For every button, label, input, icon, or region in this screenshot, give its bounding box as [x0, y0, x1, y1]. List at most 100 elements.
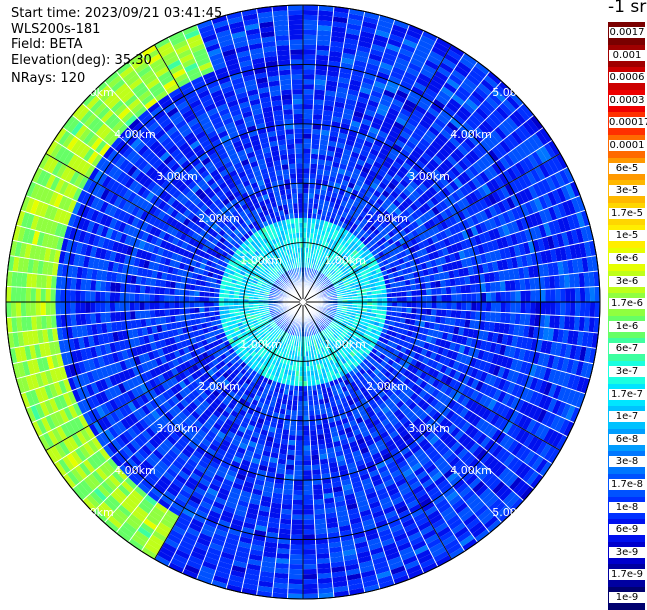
- beta-gate: [303, 500, 314, 505]
- beta-gate: [283, 484, 293, 490]
- beta-gate: [441, 294, 446, 302]
- beta-gate: [279, 528, 291, 534]
- beta-gate: [303, 485, 313, 490]
- beta-gate: [303, 163, 310, 168]
- beta-gate: [287, 445, 295, 451]
- beta-gate: [303, 401, 308, 406]
- beta-gate: [303, 510, 314, 515]
- beta-gate: [303, 411, 309, 416]
- beta-gate: [303, 505, 314, 510]
- beta-gate: [310, 435, 317, 440]
- beta-gate: [490, 282, 496, 292]
- beta-gate: [294, 465, 303, 470]
- beta-gate: [516, 291, 521, 302]
- beta-gate: [285, 464, 294, 470]
- beta-gate: [282, 494, 293, 500]
- beta-gate: [407, 302, 412, 308]
- beta-gate: [303, 99, 314, 104]
- beta-gate: [296, 431, 303, 436]
- beta-gate: [303, 594, 319, 599]
- beta-gate: [506, 291, 511, 302]
- beta-gate: [431, 309, 436, 316]
- beta-gate: [303, 495, 313, 500]
- beta-gate: [303, 59, 316, 64]
- beta-gate: [451, 294, 456, 302]
- beta-gate: [529, 314, 535, 326]
- beta-gate: [295, 440, 303, 445]
- beta-gate: [303, 64, 315, 69]
- beta-gate: [540, 302, 545, 315]
- beta-gate: [496, 292, 501, 302]
- beta-gate: [397, 302, 402, 307]
- beta-gate: [500, 312, 506, 323]
- beta-gate: [430, 315, 436, 322]
- beta-gate: [288, 440, 296, 446]
- beta-gate: [510, 280, 516, 291]
- beta-gate: [545, 289, 550, 302]
- beta-gate: [303, 539, 316, 544]
- beta-gate: [436, 288, 441, 295]
- beta-gate: [456, 294, 461, 302]
- beta-gate: [303, 455, 311, 460]
- beta-gate: [303, 470, 312, 475]
- beta-gate: [303, 589, 318, 594]
- beta-gate: [290, 544, 303, 549]
- beta-gate: [471, 302, 476, 311]
- beta-gate: [285, 469, 294, 475]
- beta-gate: [560, 302, 565, 316]
- beta-gate: [311, 455, 320, 461]
- beta-gate: [303, 119, 313, 124]
- beta-gate: [392, 297, 397, 302]
- beta-gate: [530, 302, 535, 314]
- beta-gate: [303, 450, 311, 455]
- beta-gate: [560, 288, 565, 302]
- beta-gate: [303, 25, 318, 30]
- beta-gate: [318, 154, 326, 160]
- beta-gate: [289, 435, 296, 440]
- beta-gate: [312, 134, 321, 140]
- beta-gate: [432, 295, 437, 302]
- beta-gate: [303, 79, 315, 84]
- beta-gate: [281, 509, 292, 515]
- beta-gate: [303, 30, 317, 35]
- beta-gate: [310, 159, 318, 165]
- beta-gate: [303, 5, 319, 10]
- beta-gate: [316, 429, 323, 435]
- beta-gate: [303, 391, 308, 396]
- beta-gate: [397, 297, 402, 302]
- beta-gate: [309, 188, 315, 193]
- beta-gate: [476, 302, 481, 311]
- beta-gate: [316, 169, 323, 175]
- beta-gate: [291, 520, 303, 525]
- beta-gate: [521, 290, 526, 302]
- beta-gate: [303, 109, 313, 114]
- beta-gate: [303, 158, 311, 163]
- beta-gate: [303, 544, 316, 549]
- beta-gate: [286, 455, 295, 461]
- beta-gate: [595, 302, 600, 318]
- beta-gate: [319, 449, 327, 455]
- beta-gate: [303, 579, 318, 584]
- beta-gate: [291, 529, 303, 534]
- beta-gate: [505, 313, 511, 324]
- beta-gate: [303, 89, 314, 94]
- beta-gate: [303, 124, 312, 129]
- beta-gate: [303, 173, 310, 178]
- beta-gate: [303, 386, 308, 391]
- beta-gate: [310, 430, 317, 435]
- beta-gate: [281, 504, 292, 510]
- beta-gate: [570, 288, 575, 302]
- beta-gate: [491, 292, 496, 302]
- beta-gate: [289, 569, 303, 574]
- beta-gate: [430, 281, 436, 288]
- beta-gate: [290, 549, 303, 554]
- beta-gate: [291, 534, 303, 539]
- beta-gate: [314, 514, 326, 520]
- beta-gate: [550, 302, 555, 315]
- beta-gate: [303, 193, 309, 198]
- beta-gate: [293, 480, 303, 485]
- beta-gate: [303, 203, 308, 208]
- beta-gate: [303, 84, 314, 89]
- beta-gate: [412, 302, 417, 308]
- beta-gate: [466, 302, 471, 311]
